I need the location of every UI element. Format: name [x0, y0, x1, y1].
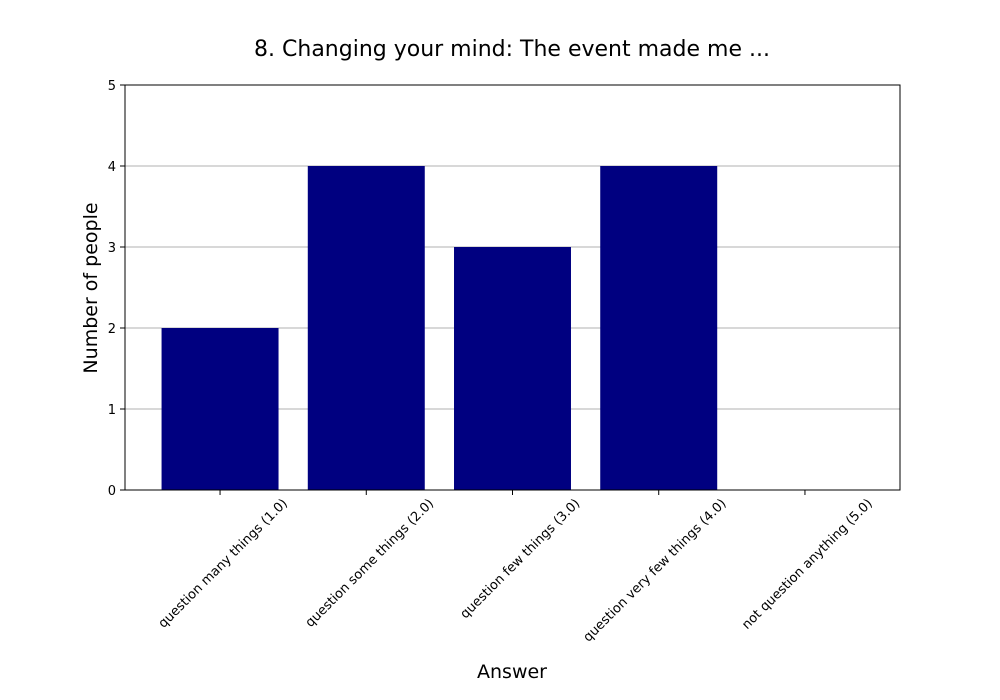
bar [600, 166, 718, 490]
bar [454, 247, 571, 490]
bars [161, 166, 718, 490]
bar [307, 166, 425, 490]
y-tick-label: 1 [108, 403, 116, 418]
y-tick-label: 3 [108, 241, 116, 256]
y-axis-ticks: 0 1 2 3 4 5 [108, 79, 125, 499]
chart-title: 8. Changing your mind: The event made me… [254, 37, 770, 62]
x-tick-label: question few things (3.0) [458, 496, 584, 622]
x-tick-label: question very few things (4.0) [581, 496, 730, 645]
bar [161, 328, 279, 490]
x-tick-label: not question anything (5.0) [739, 496, 875, 632]
x-tick-label: question some things (2.0) [303, 496, 437, 630]
y-tick-label: 0 [108, 484, 116, 499]
y-tick-label: 2 [108, 322, 116, 337]
x-tick-label: question many things (1.0) [156, 496, 291, 631]
y-tick-label: 4 [108, 160, 116, 175]
x-axis-label: Answer [477, 661, 547, 683]
x-axis-ticks: question many things (1.0) question some … [156, 490, 876, 645]
y-tick-label: 5 [108, 79, 116, 94]
y-axis-label: Number of people [80, 202, 102, 373]
